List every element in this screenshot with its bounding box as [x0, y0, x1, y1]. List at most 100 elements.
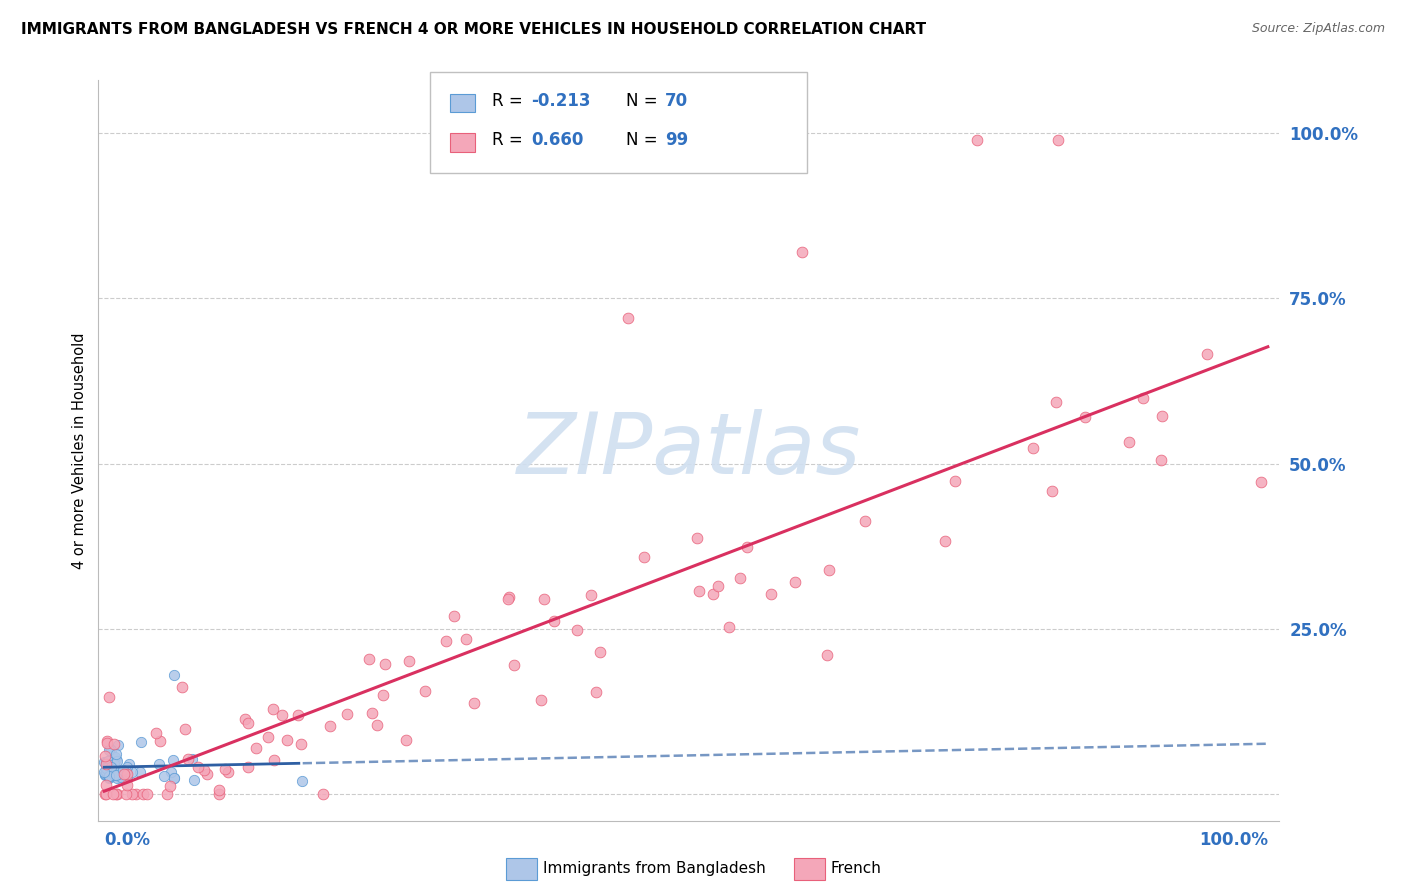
- Point: [208, 787, 231, 801]
- Point: [291, 774, 314, 789]
- Point: [361, 706, 384, 721]
- Point: [96, 756, 118, 770]
- Point: [96, 762, 118, 776]
- Point: [443, 608, 465, 623]
- Point: [496, 592, 519, 607]
- Point: [98, 769, 121, 783]
- Point: [366, 718, 388, 732]
- Point: [208, 782, 231, 797]
- Point: [97, 754, 120, 768]
- Point: [93, 755, 115, 769]
- Point: [104, 787, 127, 801]
- Text: Source: ZipAtlas.com: Source: ZipAtlas.com: [1251, 22, 1385, 36]
- Point: [93, 764, 115, 779]
- Point: [124, 787, 146, 801]
- Point: [1197, 347, 1219, 361]
- Point: [97, 754, 120, 768]
- Text: 70: 70: [665, 92, 688, 110]
- Point: [98, 769, 121, 783]
- Point: [105, 764, 128, 779]
- Point: [100, 769, 122, 783]
- Point: [233, 712, 256, 726]
- Point: [236, 760, 259, 774]
- Point: [236, 716, 259, 731]
- Point: [163, 771, 186, 785]
- Point: [100, 757, 122, 772]
- Point: [107, 766, 129, 780]
- Point: [543, 614, 565, 628]
- Point: [1073, 409, 1095, 424]
- Point: [1152, 409, 1174, 423]
- Point: [153, 769, 176, 783]
- Point: [94, 767, 117, 781]
- Point: [115, 778, 138, 792]
- Point: [100, 760, 122, 774]
- Point: [94, 761, 117, 775]
- Point: [707, 579, 730, 593]
- Point: [98, 764, 121, 779]
- Point: [1132, 392, 1154, 406]
- Point: [129, 735, 152, 749]
- Point: [245, 741, 267, 756]
- Point: [187, 760, 209, 774]
- Point: [159, 779, 181, 793]
- Point: [1047, 133, 1070, 147]
- Point: [115, 787, 138, 801]
- Point: [193, 764, 215, 778]
- Point: [319, 719, 342, 733]
- Point: [98, 758, 121, 772]
- Point: [581, 588, 603, 602]
- Point: [498, 590, 520, 604]
- Point: [105, 771, 128, 785]
- Point: [101, 765, 124, 780]
- Point: [94, 755, 117, 769]
- Point: [174, 722, 197, 736]
- Point: [98, 742, 121, 756]
- Point: [148, 757, 170, 772]
- Point: [217, 765, 239, 780]
- Point: [160, 765, 183, 780]
- Point: [180, 752, 202, 766]
- Point: [110, 771, 132, 785]
- Point: [100, 755, 122, 769]
- Text: ZIPatlas: ZIPatlas: [517, 409, 860, 492]
- Point: [759, 587, 782, 601]
- Point: [530, 692, 553, 706]
- Text: French: French: [831, 862, 882, 876]
- Text: 0.660: 0.660: [531, 131, 583, 149]
- Point: [97, 766, 120, 780]
- Point: [934, 534, 956, 549]
- Point: [112, 766, 135, 780]
- Point: [100, 749, 122, 764]
- Point: [97, 758, 120, 772]
- Point: [585, 684, 607, 698]
- Point: [155, 787, 177, 801]
- Point: [98, 770, 121, 784]
- Point: [96, 778, 118, 792]
- Point: [94, 757, 117, 772]
- Point: [966, 133, 988, 147]
- Point: [103, 756, 125, 771]
- Point: [1118, 435, 1140, 450]
- Point: [101, 764, 124, 778]
- Point: [1022, 441, 1045, 455]
- Point: [1150, 453, 1173, 467]
- Point: [115, 770, 138, 784]
- Point: [413, 684, 436, 698]
- Point: [94, 766, 117, 780]
- Point: [98, 767, 121, 781]
- Point: [103, 750, 125, 764]
- Point: [357, 652, 380, 666]
- Point: [454, 632, 477, 647]
- Point: [792, 245, 814, 260]
- Point: [214, 762, 236, 776]
- Text: R =: R =: [492, 131, 529, 149]
- Point: [94, 768, 117, 782]
- Point: [104, 768, 127, 782]
- Text: -0.213: -0.213: [531, 92, 591, 110]
- Point: [1250, 475, 1272, 489]
- Point: [96, 767, 118, 781]
- Point: [785, 575, 807, 590]
- Point: [257, 731, 280, 745]
- Point: [176, 752, 198, 766]
